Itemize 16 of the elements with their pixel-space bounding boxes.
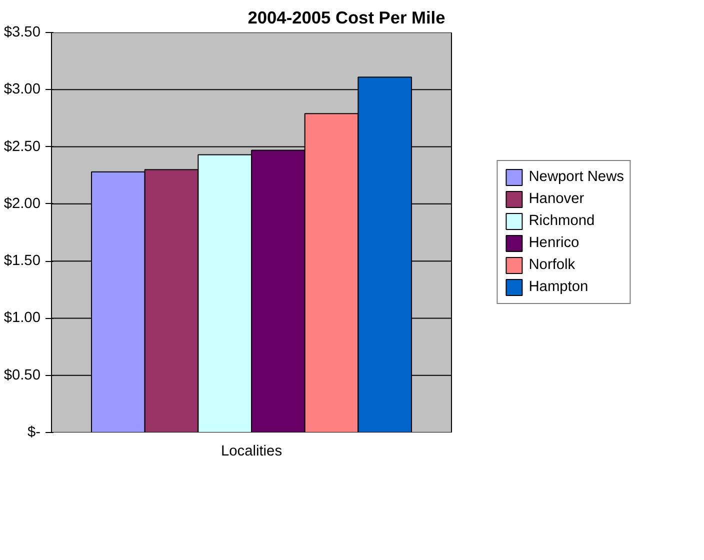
y-tick-label: $3.00 (4, 82, 41, 98)
y-tick-label: $1.50 (4, 253, 41, 270)
chart-title: 2004-2005 Cost Per Mile (248, 8, 446, 28)
y-tick-label: $0.50 (4, 367, 41, 384)
legend-label: Hanover (528, 191, 584, 207)
y-tick-label: $3.50 (4, 24, 41, 40)
y-tick-label: $- (27, 424, 41, 440)
y-tick-label: $2.00 (4, 196, 41, 212)
legend-label: Henrico (528, 235, 580, 251)
x-tick-label: Localities (220, 444, 282, 460)
y-tick-label: $2.50 (4, 138, 41, 155)
legend-label: Newport News (528, 169, 624, 185)
legend-label: Norfolk (528, 257, 576, 273)
legend-label: Hampton (528, 279, 588, 295)
legend-label: Richmond (528, 213, 595, 229)
y-tick-label: $1.00 (4, 310, 41, 326)
